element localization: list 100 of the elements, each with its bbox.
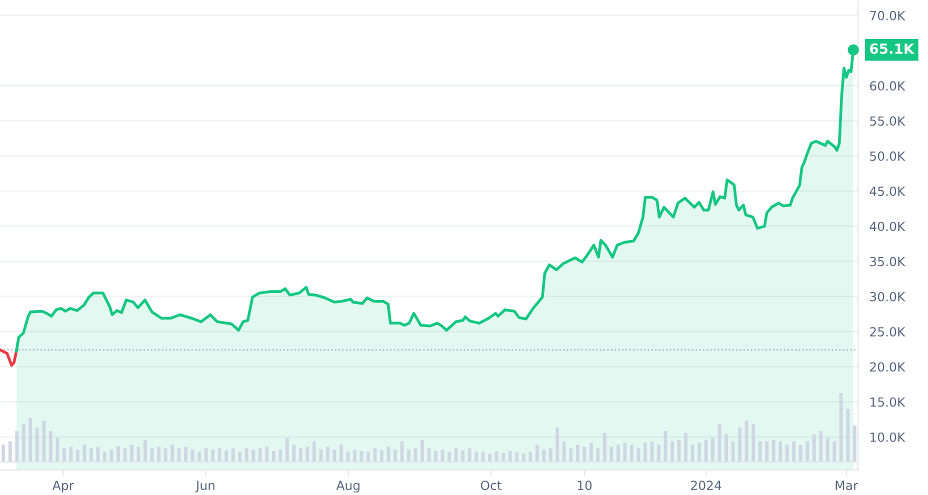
bar	[22, 424, 26, 462]
bar	[90, 448, 93, 462]
bar	[306, 446, 310, 462]
bar	[502, 453, 506, 462]
bar	[298, 448, 302, 462]
bar	[15, 430, 19, 462]
bar	[644, 442, 647, 462]
y-tick-label: 25.0K	[870, 327, 906, 337]
bar	[28, 418, 32, 462]
bar	[589, 442, 593, 462]
bar	[292, 444, 296, 462]
bar	[434, 450, 438, 462]
bar	[76, 450, 80, 462]
bar	[798, 444, 802, 462]
bar	[826, 438, 830, 462]
y-tick-label: 70.0K	[870, 10, 906, 20]
bar	[461, 450, 464, 462]
bar	[184, 446, 188, 462]
bar	[265, 446, 269, 462]
bar	[752, 424, 755, 462]
bar	[285, 438, 289, 462]
bar	[8, 441, 12, 462]
y-tick-label: 15.0K	[870, 397, 906, 407]
bar	[772, 440, 776, 462]
bar	[474, 452, 478, 462]
y-tick-label: 50.0K	[870, 151, 906, 161]
bar	[792, 441, 796, 462]
bar	[556, 427, 560, 462]
bar	[508, 450, 512, 462]
bar	[562, 441, 566, 462]
bar	[630, 444, 634, 462]
bar	[339, 444, 343, 462]
bar	[488, 454, 492, 462]
bar	[2, 444, 6, 462]
bar	[394, 450, 397, 462]
bar	[602, 433, 606, 462]
x-tick-label: Apr	[52, 480, 74, 493]
y-tick-label: 10.0K	[870, 432, 906, 442]
bar	[48, 430, 52, 462]
bar	[528, 452, 532, 462]
bar	[103, 452, 106, 462]
bar	[812, 434, 816, 462]
bar	[116, 446, 120, 462]
bar	[170, 444, 174, 462]
bar	[535, 444, 539, 462]
bar	[738, 427, 742, 462]
y-tick-label: 55.0K	[870, 116, 906, 126]
bar	[548, 448, 552, 462]
bar	[481, 452, 485, 462]
bar	[515, 452, 519, 462]
bar	[35, 427, 39, 462]
bar	[218, 448, 222, 462]
y-tick-label: 20.0K	[870, 362, 906, 372]
bar	[711, 438, 714, 462]
y-tick-label: 45.0K	[870, 186, 906, 196]
bar	[522, 454, 526, 462]
bar	[130, 444, 134, 462]
bar	[366, 452, 370, 462]
bar	[542, 450, 546, 462]
bar	[231, 448, 235, 462]
bar	[569, 448, 573, 462]
bar	[224, 450, 228, 462]
bar	[211, 450, 215, 462]
line-series	[0, 348, 18, 367]
bar	[610, 446, 614, 462]
bar	[448, 452, 451, 462]
bar	[144, 440, 147, 462]
x-tick-label: Mar	[836, 480, 858, 490]
bar	[326, 446, 330, 462]
bar	[846, 408, 850, 462]
bar	[670, 441, 674, 462]
y-tick-label: 30.0K	[870, 292, 906, 302]
x-tick-label: 2024	[691, 480, 722, 490]
bar	[576, 444, 580, 462]
bar	[56, 438, 60, 462]
bar	[278, 450, 282, 462]
bar	[765, 441, 769, 462]
x-tick-label: Aug	[336, 480, 360, 493]
bar	[407, 450, 410, 462]
bar	[819, 430, 823, 462]
bar	[657, 444, 660, 462]
bar	[198, 452, 201, 462]
bar	[238, 452, 242, 462]
y-tick-label: 60.0K	[870, 81, 906, 91]
bar	[272, 450, 276, 462]
bar	[244, 448, 248, 462]
bar	[839, 392, 843, 462]
x-tick-label: 10	[578, 480, 592, 490]
bar	[353, 450, 356, 462]
bar	[62, 448, 66, 462]
bar	[684, 433, 688, 462]
bar	[204, 448, 208, 462]
bar	[42, 420, 46, 462]
bar	[252, 450, 256, 462]
bar	[380, 450, 384, 462]
bar	[157, 446, 160, 462]
bar	[724, 434, 728, 462]
bar	[778, 441, 782, 462]
bar	[832, 441, 836, 462]
bar	[806, 441, 810, 462]
